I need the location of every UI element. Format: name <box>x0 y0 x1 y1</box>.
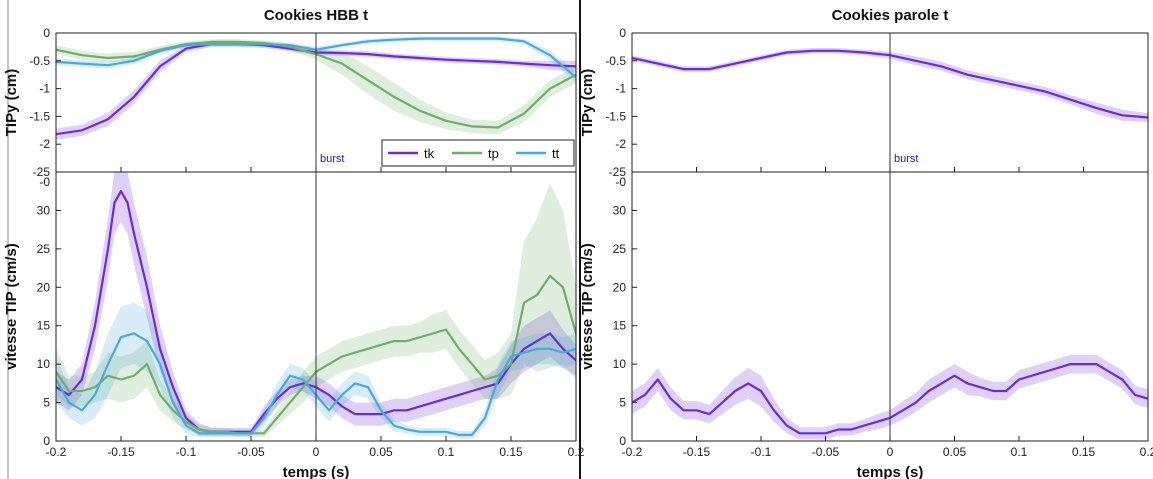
x-tick-label: 0.15 <box>1072 445 1096 459</box>
y-tick-label: 15 <box>613 319 627 333</box>
legend: tk tp tt <box>381 139 575 167</box>
panel-top: 0 -0.5 -1 -1.5 -2 -25 TIPy (cm) burst <box>3 26 577 179</box>
y-tick-label: -2 <box>615 137 626 151</box>
chart-2: Cookies parole t 0 -0.5 -1 -1.5 -2 -25 TIPy (cm… <box>579 7 1153 479</box>
y-tick-label: -25 <box>609 165 627 179</box>
y-tick-label: 10 <box>613 357 627 371</box>
chart-title: Cookies parole t <box>832 7 949 24</box>
y-tick-label: -1 <box>39 82 50 96</box>
x-tick-label: -0.1 <box>176 445 197 459</box>
burst-label: burst <box>894 153 918 165</box>
panel-bottom: 0 5 10 15 20 25 30 -0 -0.2 -0.15 -0.1 -0.05 0 0.05 0.1… <box>3 171 585 479</box>
x-tick-label: 0.05 <box>369 445 393 459</box>
y-axis-label: vitesse TIP (cm/s) <box>3 243 20 369</box>
x-tick-label: 0.15 <box>499 445 523 459</box>
y-tick-label: -1 <box>615 82 626 96</box>
y-tick-label: -0.5 <box>29 54 50 68</box>
y-tick-label: 25 <box>37 242 51 256</box>
chart-title: Cookies HBB t <box>264 7 368 24</box>
x-tick-label: -0.15 <box>107 445 135 459</box>
x-tick-label: 0.1 <box>438 445 455 459</box>
y-tick-label: 0 <box>43 434 50 448</box>
band-tk <box>632 354 1148 440</box>
legend-label-tp: tp <box>488 146 499 161</box>
x-tick-label: 0.2 <box>1140 445 1153 459</box>
x-tick-label: -0.05 <box>812 445 840 459</box>
y-tick-label: 25 <box>613 242 627 256</box>
y-tick-label: -1.5 <box>29 109 50 123</box>
x-tick-label: -0.2 <box>622 445 643 459</box>
y-tick-label: 5 <box>619 396 626 410</box>
x-tick-label: 0.2 <box>568 445 585 459</box>
y-tick-label: 30 <box>37 203 51 217</box>
y-tick-label: -2 <box>39 137 50 151</box>
y-tick-label: -1.5 <box>605 109 626 123</box>
x-tick-label: -0.1 <box>751 445 772 459</box>
y-tick-label-top: -0 <box>39 175 50 189</box>
panel-bottom: 0 5 10 15 20 25 30 -0 -0.2 -0.15 -0.1 -0.05 0 0.05 0.1… <box>579 171 1153 479</box>
y-tick-label: 0 <box>619 434 626 448</box>
y-tick-label: 0 <box>619 26 626 40</box>
y-axis-label: vitesse TIP (cm/s) <box>579 243 596 369</box>
x-tick-label: 0.1 <box>1011 445 1028 459</box>
y-tick-label: 20 <box>37 280 51 294</box>
y-tick-label-top: -0 <box>615 175 626 189</box>
legend-label-tt: tt <box>552 146 560 161</box>
x-tick-label: -0.05 <box>237 445 265 459</box>
y-tick-label: -0.5 <box>605 54 626 68</box>
x-tick-label: -0.2 <box>46 445 67 459</box>
x-tick-label: 0.05 <box>943 445 967 459</box>
y-axis-label: TIPy (cm) <box>3 69 20 137</box>
series-line-tk <box>56 190 576 433</box>
y-tick-label: -25 <box>33 165 51 179</box>
chart-1: Cookies HBB t 0 -0.5 -1 -1.5 -2 -25 TIPy (cm) bu… <box>3 7 585 479</box>
band-tt <box>56 302 576 439</box>
y-axis-label: TIPy (cm) <box>579 69 596 137</box>
y-tick-label: 10 <box>37 357 51 371</box>
y-tick-label: 20 <box>613 280 627 294</box>
x-axis-label: temps (s) <box>283 464 350 479</box>
x-axis-label: temps (s) <box>857 464 924 479</box>
y-tick-label: 30 <box>613 203 627 217</box>
x-tick-label: 0 <box>313 445 320 459</box>
x-tick-label: 0 <box>887 445 894 459</box>
y-tick-label: 15 <box>37 319 51 333</box>
panel-top: 0 -0.5 -1 -1.5 -2 -25 TIPy (cm) burst <box>579 26 1149 179</box>
burst-label: burst <box>320 153 344 165</box>
y-tick-label: 5 <box>43 396 50 410</box>
x-tick-label: -0.15 <box>683 445 711 459</box>
y-tick-label: 0 <box>43 26 50 40</box>
legend-label-tk: tk <box>424 146 435 161</box>
